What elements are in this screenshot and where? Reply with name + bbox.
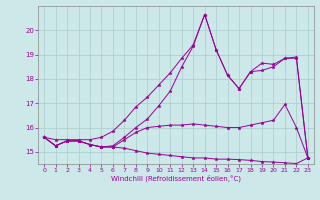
- X-axis label: Windchill (Refroidissement éolien,°C): Windchill (Refroidissement éolien,°C): [111, 175, 241, 182]
